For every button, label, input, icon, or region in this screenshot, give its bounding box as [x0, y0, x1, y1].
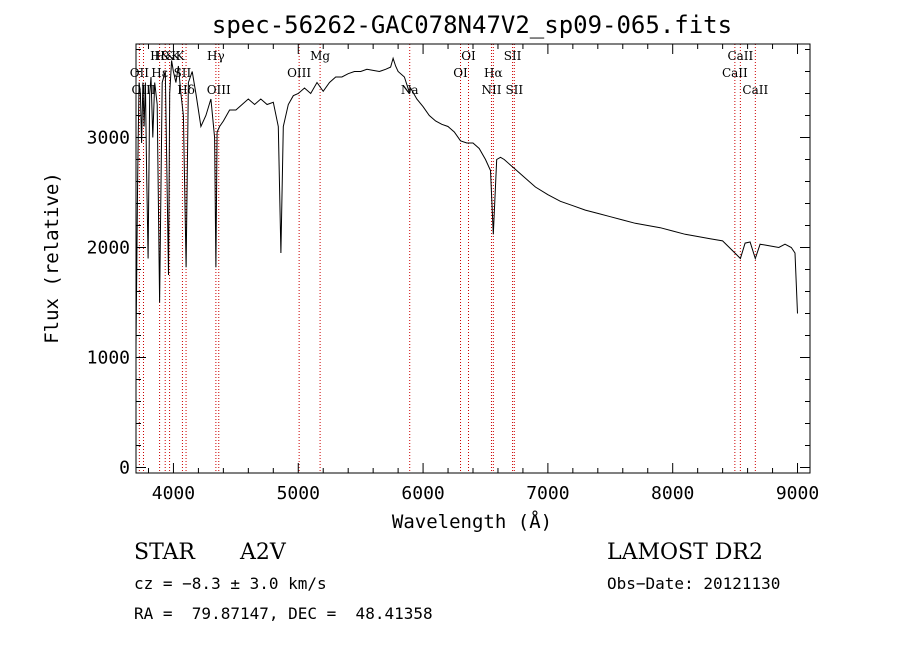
spectral-line-label: CaII [742, 83, 768, 97]
y-tick-label: 0 [119, 458, 130, 479]
spectrum-line-series [135, 56, 798, 347]
spectral-line-label: SII [505, 83, 523, 97]
survey-name: LAMOST DR2 [607, 540, 763, 565]
x-tick-label: 8000 [651, 483, 694, 504]
spectral-line-label: CaII [727, 49, 753, 63]
spectral-line-label: Hγ [207, 49, 225, 63]
spectral-line-label: SII [174, 66, 192, 80]
spectral-line-label: OIII [131, 83, 155, 97]
x-axis-label: Wavelength (Å) [392, 510, 552, 533]
spectral-line-label: OI [453, 66, 468, 80]
y-tick-label: 2000 [87, 238, 130, 259]
spectral-line-label: H&K [155, 49, 186, 63]
x-tick-label: 6000 [401, 483, 444, 504]
y-tick-label: 3000 [87, 128, 130, 149]
spectral-line-label: Hδ [177, 83, 195, 97]
y-tick-label: 1000 [87, 348, 130, 369]
spectral-line-label: OII [130, 66, 150, 80]
object-subclass: A2V [240, 540, 286, 565]
spectral-line-label: OIII [207, 83, 231, 97]
observation-date: Obs−Date: 20121130 [607, 574, 781, 593]
y-axis-label: Flux (relative) [41, 172, 63, 344]
x-tick-label: 4000 [152, 483, 195, 504]
spectral-line-label: OI [461, 49, 476, 63]
spectral-line-label: Mg [310, 49, 330, 63]
redshift-velocity: cz = −8.3 ± 3.0 km/s [134, 574, 327, 593]
spectral-line-label: SII [504, 49, 522, 63]
spectral-line-label: OIII [287, 66, 311, 80]
object-class: STAR [134, 540, 195, 565]
spectral-line-label: NII [481, 83, 501, 97]
x-tick-label: 9000 [776, 483, 819, 504]
x-tick-label: 7000 [526, 483, 569, 504]
chart-title: spec-56262-GAC078N47V2_sp09-065.fits [212, 11, 732, 39]
spectral-line-label: Na [401, 83, 419, 97]
spectral-line-label: Hε [151, 66, 168, 80]
sky-coordinates: RA = 79.87147, DEC = 48.41358 [134, 604, 433, 623]
x-tick-label: 5000 [277, 483, 320, 504]
plot-area [135, 44, 798, 473]
spectral-line-label: Hα [484, 66, 503, 80]
spectral-line-label: CaII [722, 66, 748, 80]
